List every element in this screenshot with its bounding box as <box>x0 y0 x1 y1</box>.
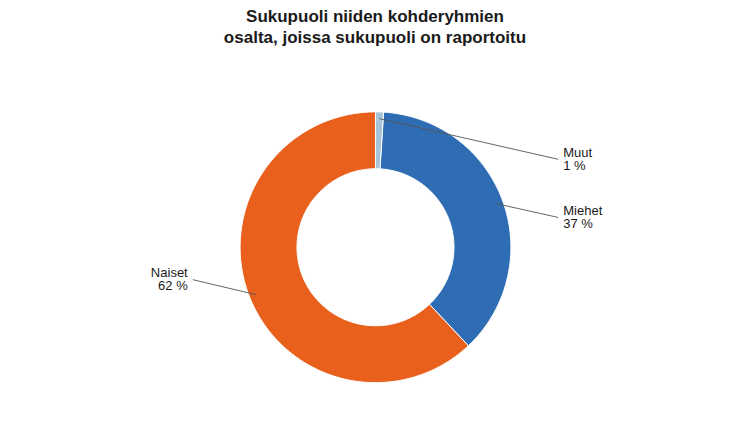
svg-text:Muut1 %: Muut1 % <box>563 145 592 173</box>
svg-text:Miehet37 %: Miehet37 % <box>563 203 602 231</box>
html-text:Sukupuoli niiden kohderyhmien: Sukupuoli niiden kohderyhmien osalta, jo… <box>223 7 527 48</box>
svg-text:Naiset62 %: Naiset62 % <box>151 265 188 293</box>
